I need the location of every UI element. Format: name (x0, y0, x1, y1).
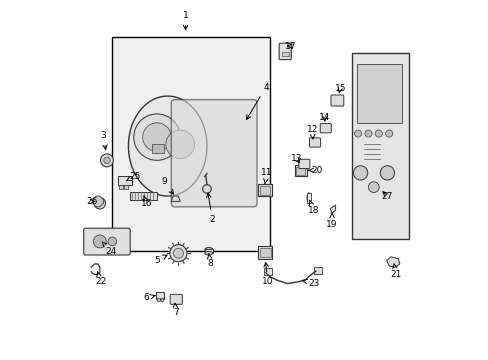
Circle shape (134, 114, 180, 160)
Bar (294, 165, 306, 176)
Bar (264, 268, 271, 275)
FancyBboxPatch shape (309, 138, 320, 147)
Bar (258, 184, 271, 196)
Bar (160, 298, 163, 301)
Ellipse shape (306, 193, 310, 203)
Text: 10: 10 (262, 262, 273, 286)
Circle shape (380, 166, 394, 180)
Text: 18: 18 (307, 200, 319, 215)
FancyBboxPatch shape (320, 123, 331, 133)
Bar (306, 193, 310, 203)
Text: 12: 12 (306, 126, 317, 139)
Text: 2: 2 (206, 193, 215, 224)
Circle shape (101, 154, 113, 167)
Text: 5: 5 (154, 255, 167, 265)
FancyBboxPatch shape (170, 294, 182, 304)
Bar (157, 298, 160, 301)
Bar (156, 292, 163, 298)
Bar (351, 53, 408, 239)
Circle shape (103, 157, 110, 163)
Bar (151, 144, 164, 153)
Circle shape (108, 237, 116, 246)
Text: 11: 11 (261, 168, 272, 183)
Bar (313, 267, 322, 274)
Bar (281, 53, 288, 56)
Bar (259, 186, 270, 195)
Circle shape (142, 123, 171, 152)
Polygon shape (93, 196, 103, 207)
Text: 23: 23 (302, 279, 319, 288)
Bar (204, 249, 212, 253)
Text: 16: 16 (140, 196, 152, 208)
Ellipse shape (128, 96, 206, 196)
FancyBboxPatch shape (171, 100, 257, 207)
Circle shape (173, 248, 183, 258)
Text: 27: 27 (381, 192, 392, 201)
Bar (259, 248, 270, 257)
Text: 1: 1 (183, 11, 188, 30)
Ellipse shape (204, 248, 212, 252)
Text: 15: 15 (334, 84, 346, 93)
Text: 20: 20 (307, 166, 322, 175)
Ellipse shape (204, 251, 212, 255)
Bar (112, 37, 269, 251)
Text: 19: 19 (325, 213, 337, 229)
Polygon shape (171, 196, 180, 202)
Bar (356, 64, 401, 123)
FancyBboxPatch shape (298, 159, 309, 168)
Text: 13: 13 (290, 154, 302, 163)
Bar (130, 192, 157, 200)
Text: 4: 4 (246, 83, 268, 120)
Text: 9: 9 (161, 177, 173, 194)
Text: 22: 22 (95, 272, 106, 286)
Text: 24: 24 (102, 242, 117, 256)
Circle shape (94, 198, 105, 209)
Text: 8: 8 (207, 254, 213, 269)
Circle shape (165, 130, 194, 158)
Circle shape (353, 166, 367, 180)
Circle shape (203, 185, 211, 193)
Circle shape (354, 130, 361, 137)
Circle shape (374, 130, 382, 137)
Circle shape (93, 235, 106, 248)
Bar (258, 246, 272, 258)
Circle shape (385, 130, 392, 137)
FancyBboxPatch shape (279, 43, 291, 60)
Text: 3: 3 (101, 131, 107, 149)
Text: 14: 14 (319, 113, 330, 122)
Bar (119, 185, 123, 189)
FancyBboxPatch shape (330, 95, 343, 106)
Circle shape (364, 130, 371, 137)
FancyBboxPatch shape (83, 228, 130, 255)
Circle shape (367, 182, 378, 193)
Text: 26: 26 (86, 197, 97, 206)
Bar (118, 176, 132, 185)
Bar (124, 185, 128, 189)
Text: 7: 7 (173, 303, 179, 317)
Polygon shape (329, 205, 335, 213)
Text: 17: 17 (285, 41, 296, 50)
Bar (296, 167, 305, 175)
Text: 21: 21 (390, 264, 401, 279)
Text: 25: 25 (126, 172, 140, 181)
Circle shape (169, 245, 186, 262)
Text: 6: 6 (143, 293, 155, 302)
Polygon shape (386, 257, 399, 267)
